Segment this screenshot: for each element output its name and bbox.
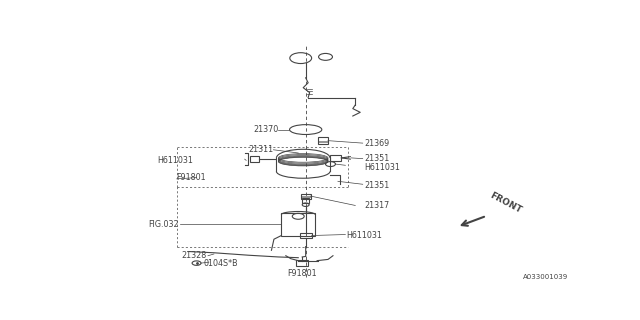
Text: 21369: 21369 xyxy=(364,139,390,148)
Bar xyxy=(296,260,308,266)
Text: 21370: 21370 xyxy=(253,125,278,134)
Text: A033001039: A033001039 xyxy=(524,274,568,280)
Text: 21351: 21351 xyxy=(364,180,390,189)
Bar xyxy=(302,198,309,203)
Bar xyxy=(300,233,312,238)
Text: 21317: 21317 xyxy=(364,201,390,210)
Bar xyxy=(301,194,310,198)
Text: F91801: F91801 xyxy=(177,173,206,182)
Text: FRONT: FRONT xyxy=(488,190,522,215)
Text: 21328: 21328 xyxy=(181,252,207,260)
Text: H611031: H611031 xyxy=(364,163,400,172)
Text: 21311: 21311 xyxy=(248,145,273,154)
Bar xyxy=(330,155,341,161)
Text: 0104S*B: 0104S*B xyxy=(203,259,237,268)
Text: F91801: F91801 xyxy=(287,269,317,278)
Text: H611031: H611031 xyxy=(346,230,382,240)
Bar xyxy=(282,213,315,236)
Bar xyxy=(250,156,259,162)
Text: 21351: 21351 xyxy=(364,154,390,163)
Text: H611031: H611031 xyxy=(157,156,193,165)
Text: FIG.032: FIG.032 xyxy=(148,220,179,229)
Bar xyxy=(318,137,328,144)
